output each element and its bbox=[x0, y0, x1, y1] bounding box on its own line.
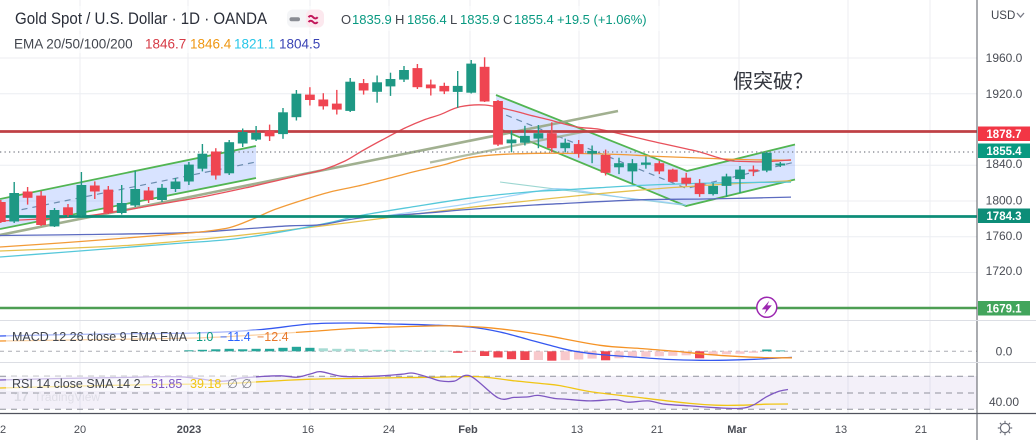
svg-text:24: 24 bbox=[383, 424, 395, 436]
svg-text:Feb: Feb bbox=[458, 424, 478, 436]
svg-text:16: 16 bbox=[302, 424, 314, 436]
svg-text:1960.0: 1960.0 bbox=[986, 51, 1023, 65]
svg-text:20: 20 bbox=[74, 424, 86, 436]
svg-text:TradingView: TradingView bbox=[34, 390, 100, 404]
svg-text:1784.3: 1784.3 bbox=[986, 211, 1021, 223]
svg-text:1679.1: 1679.1 bbox=[986, 304, 1022, 316]
svg-text:13: 13 bbox=[835, 424, 847, 436]
svg-text:13: 13 bbox=[571, 424, 583, 436]
svg-text:1800.0: 1800.0 bbox=[986, 194, 1023, 208]
svg-text:2: 2 bbox=[0, 424, 6, 436]
svg-text:1760.0: 1760.0 bbox=[986, 229, 1023, 243]
svg-text:Mar: Mar bbox=[727, 424, 747, 436]
svg-text:51.85: 51.85 bbox=[151, 377, 182, 391]
svg-text:1804.5: 1804.5 bbox=[279, 37, 320, 52]
svg-text:17: 17 bbox=[14, 389, 28, 404]
svg-text:EMA 20/50/100/200: EMA 20/50/100/200 bbox=[14, 37, 133, 52]
svg-text:40.00: 40.00 bbox=[989, 395, 1019, 409]
svg-text:39.18: 39.18 bbox=[190, 377, 221, 391]
svg-text:0.0: 0.0 bbox=[996, 345, 1013, 359]
svg-text:∅ ∅: ∅ ∅ bbox=[227, 377, 252, 391]
svg-text:21: 21 bbox=[915, 424, 927, 436]
svg-text:1846.7: 1846.7 bbox=[145, 37, 186, 52]
svg-text:1878.7: 1878.7 bbox=[986, 129, 1021, 141]
svg-text:−11.4: −11.4 bbox=[220, 330, 251, 344]
svg-text:1.0: 1.0 bbox=[196, 330, 213, 344]
svg-text:1821.1: 1821.1 bbox=[234, 37, 275, 52]
svg-text:MACD 12 26 close 9 EMA EMA: MACD 12 26 close 9 EMA EMA bbox=[12, 330, 188, 344]
svg-text:1720.0: 1720.0 bbox=[986, 264, 1023, 278]
svg-text:假突破？: 假突破？ bbox=[733, 70, 813, 93]
svg-text:RSI 14 close SMA 14 2: RSI 14 close SMA 14 2 bbox=[12, 377, 141, 391]
svg-text:1846.4: 1846.4 bbox=[190, 37, 232, 52]
svg-text:1840.0: 1840.0 bbox=[986, 157, 1023, 171]
svg-text:2023: 2023 bbox=[177, 424, 201, 436]
svg-text:1855.4: 1855.4 bbox=[986, 146, 1022, 158]
svg-text:−12.4: −12.4 bbox=[257, 330, 289, 344]
svg-text:Gold Spot / U.S. Dollar · 1D ·: Gold Spot / U.S. Dollar · 1D · OANDA bbox=[15, 10, 267, 28]
svg-text:21: 21 bbox=[651, 424, 663, 436]
svg-text:1920.0: 1920.0 bbox=[986, 87, 1023, 101]
svg-text:USD: USD bbox=[991, 10, 1015, 22]
